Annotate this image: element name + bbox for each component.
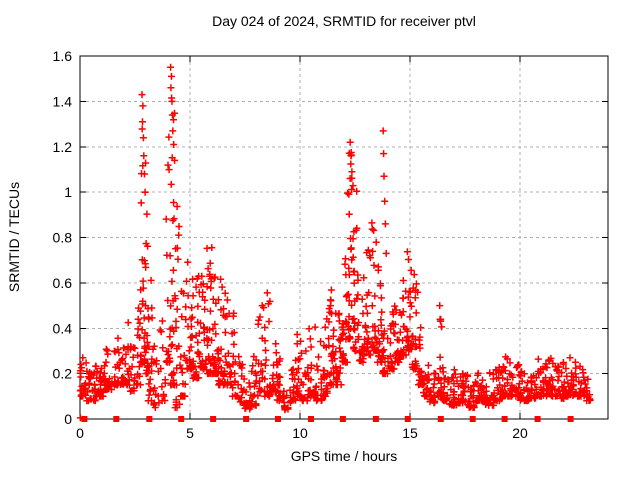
pass-marker-square [567, 416, 574, 422]
y-tick-label: 0.2 [53, 366, 73, 382]
y-tick-label: 0 [64, 411, 72, 427]
y-tick-label: 0.4 [53, 320, 73, 336]
pass-marker-square [178, 416, 185, 422]
pass-marker-square [210, 416, 217, 422]
chart-title: Day 024 of 2024, SRMTID for receiver ptv… [212, 13, 476, 29]
y-tick-label: 1 [64, 184, 72, 200]
x-axis-label: GPS time / hours [290, 448, 398, 464]
y-tick-label: 1.2 [53, 139, 73, 155]
x-tick-label: 5 [186, 425, 194, 441]
y-axis-label: SRMTID / TECUs [6, 181, 22, 293]
pass-marker-square [437, 416, 444, 422]
pass-marker-square [275, 416, 281, 422]
x-tick-label: 0 [76, 425, 84, 441]
pass-marker-square [81, 416, 88, 422]
pass-marker-square [339, 416, 346, 422]
y-tick-label: 1.6 [53, 48, 73, 64]
y-tick-label: 0.6 [53, 275, 73, 291]
pass-marker-square [469, 416, 476, 422]
pass-marker-square [146, 416, 153, 422]
y-tick-label: 1.4 [53, 93, 73, 109]
pass-marker-square [534, 416, 541, 422]
x-tick-label: 15 [402, 425, 418, 441]
y-tick-label: 0.8 [53, 230, 73, 246]
pass-marker-square [404, 416, 411, 422]
pass-marker-square [113, 416, 120, 422]
pass-marker-square [243, 416, 250, 422]
pass-marker-square [372, 416, 379, 422]
x-tick-label: 10 [292, 425, 308, 441]
x-tick-label: 20 [512, 425, 528, 441]
pass-marker-square [501, 416, 508, 422]
data-points [76, 63, 594, 422]
pass-marker-square [308, 416, 314, 422]
